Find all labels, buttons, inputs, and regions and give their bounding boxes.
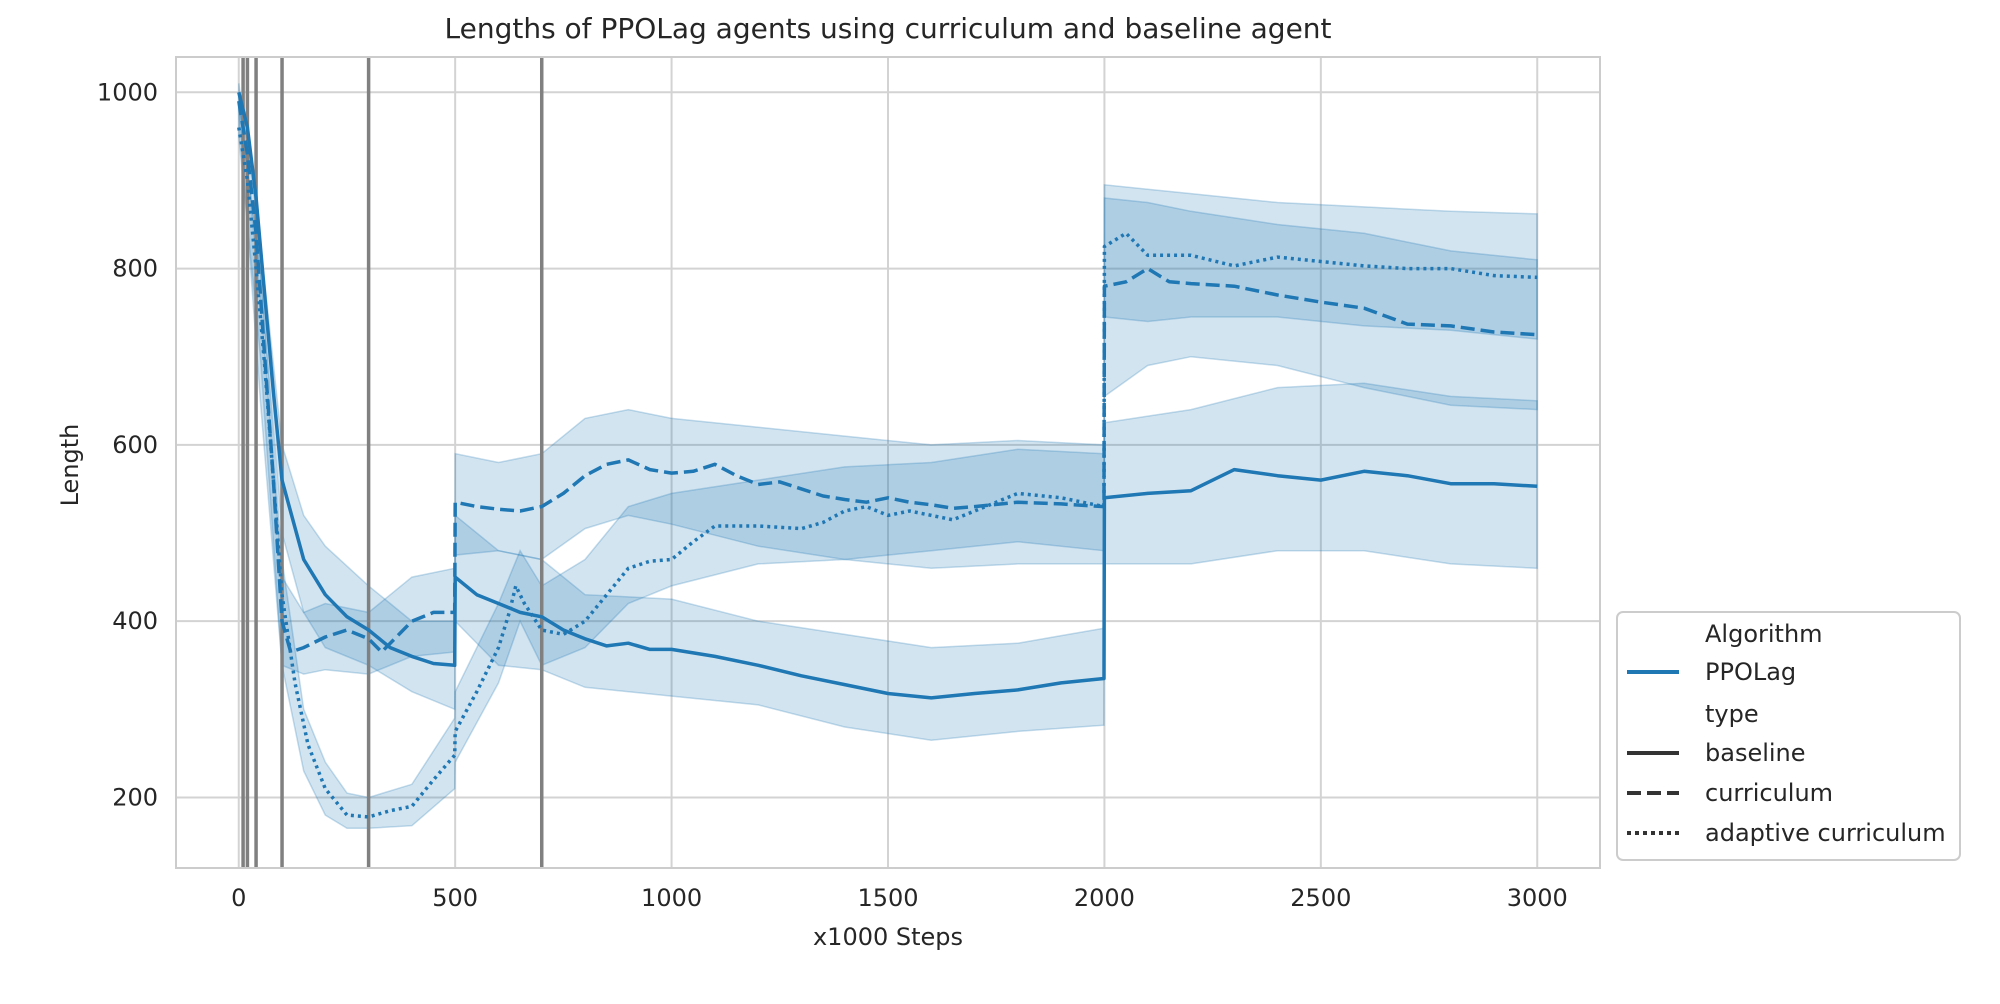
legend-title-algorithm: Algorithm (1705, 620, 1823, 648)
y-tick-label: 800 (112, 255, 158, 283)
series-lines (237, 91, 1538, 819)
band-adaptive-curriculum (238, 101, 1538, 830)
legend: Algorithm PPOLag type baseline curriculu… (1616, 611, 1961, 861)
series-line-adaptive-curriculum (237, 127, 1538, 819)
y-axis-label: Length (56, 424, 84, 507)
legend-label-adaptive-curriculum: adaptive curriculum (1705, 819, 1946, 847)
legend-label-ppolag: PPOLag (1705, 658, 1796, 686)
x-tick-label: 0 (231, 884, 246, 912)
x-tick-label: 2500 (1290, 884, 1351, 912)
x-tick-label: 2000 (1074, 884, 1135, 912)
legend-label-baseline: baseline (1705, 739, 1806, 767)
tick-labels: 0 500 1000 1500 2000 2500 3000 200 400 600 800 1000 (97, 78, 1568, 912)
x-tick-label: 1000 (641, 884, 702, 912)
y-tick-label: 600 (112, 431, 158, 459)
plot-frame (175, 56, 1601, 869)
x-axis-label: x1000 Steps (813, 923, 963, 951)
y-tick-label: 200 (112, 783, 158, 811)
x-tick-label: 1500 (857, 884, 918, 912)
chart-title: Lengths of PPOLag agents using curriculu… (444, 12, 1331, 45)
x-tick-label: 500 (432, 884, 478, 912)
legend-title-type: type (1705, 700, 1759, 728)
legend-box (1616, 611, 1961, 861)
series-line-curriculum (237, 100, 1538, 654)
series-line-baseline (237, 91, 1538, 700)
y-tick-label: 1000 (97, 78, 158, 106)
legend-label-curriculum: curriculum (1705, 779, 1833, 807)
x-tick-label: 3000 (1507, 884, 1568, 912)
y-tick-label: 400 (112, 607, 158, 635)
